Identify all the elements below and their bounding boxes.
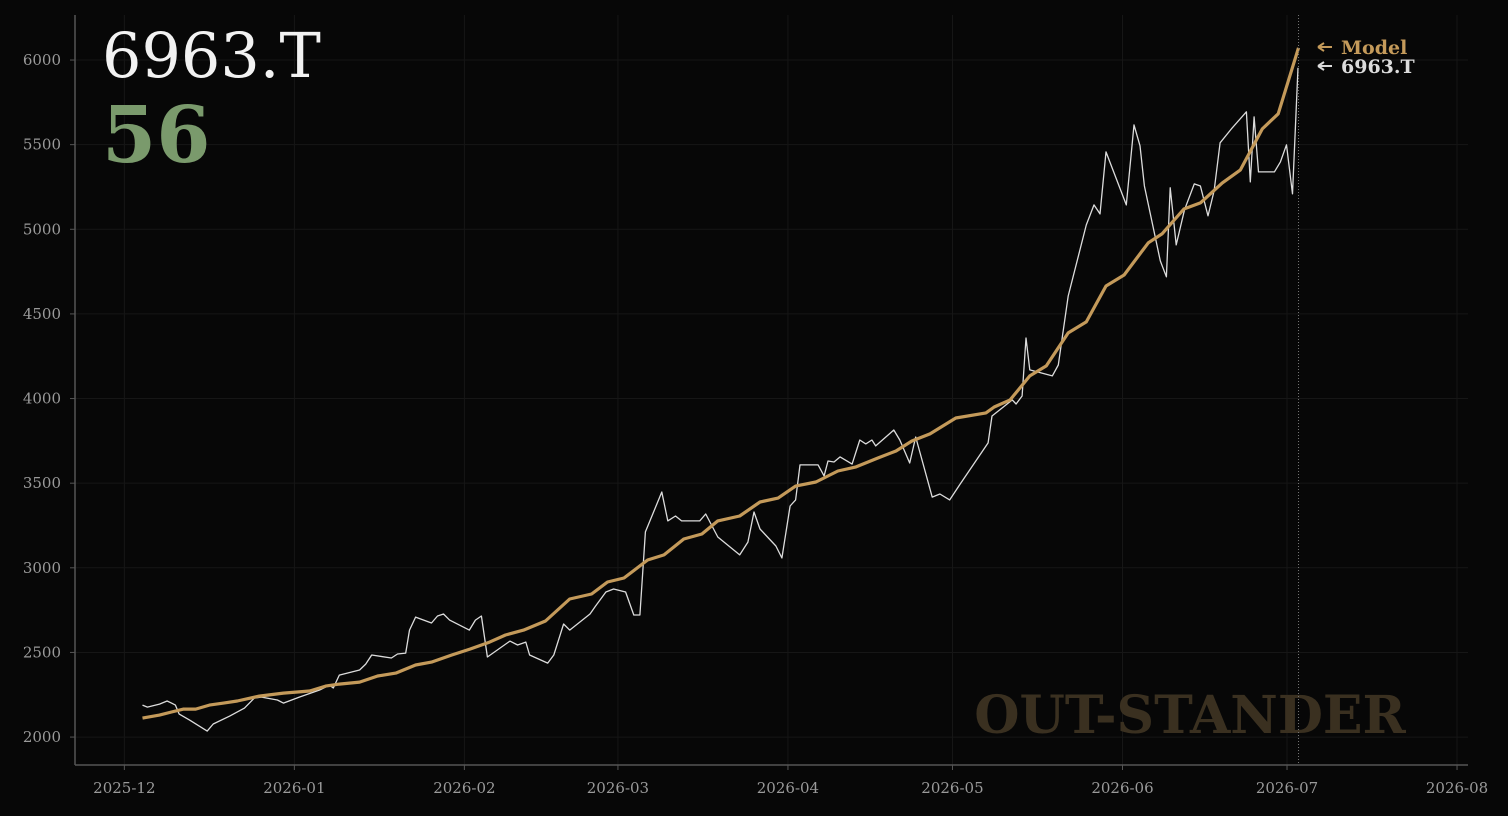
legend-arrowhead: [1317, 61, 1325, 71]
series-line: [142, 67, 1299, 732]
grid: [75, 15, 1468, 765]
x-tick-label: 2026-03: [587, 779, 649, 797]
series-line: [142, 47, 1301, 720]
y-tick-label: 6000: [23, 51, 61, 69]
y-tick-label: 4500: [23, 305, 61, 323]
chart-title: 6963.T: [102, 19, 321, 92]
y-tick-label: 3500: [23, 474, 61, 492]
ticks: 2000 2500 3000 3500 4000 4500 5000 5500 6000 2025…: [23, 51, 1488, 797]
x-tick-label: 2026-06: [1091, 779, 1153, 797]
legend-arrowhead: [1317, 42, 1325, 52]
y-tick-label: 5000: [23, 220, 61, 238]
y-tick-label: 5500: [23, 136, 61, 154]
y-tick-label: 2000: [23, 728, 61, 746]
x-tick-label: 2026-07: [1256, 779, 1318, 797]
legend-label: 6963.T: [1341, 56, 1415, 78]
x-tick-label: 2025-12: [93, 779, 155, 797]
y-tick-label: 4000: [23, 390, 61, 408]
x-tick-label: 2026-08: [1426, 779, 1488, 797]
y-tick-label: 3000: [23, 559, 61, 577]
legend-label: Model: [1341, 37, 1407, 59]
watermark: OUT-STANDER: [974, 685, 1406, 746]
y-tick-label: 2500: [23, 643, 61, 661]
x-tick-label: 2026-02: [433, 779, 495, 797]
x-tick-label: 2026-05: [921, 779, 983, 797]
x-tick-label: 2026-01: [263, 779, 325, 797]
score: 56: [102, 90, 211, 181]
x-tick-label: 2026-04: [757, 779, 819, 797]
plot: [142, 15, 1301, 765]
